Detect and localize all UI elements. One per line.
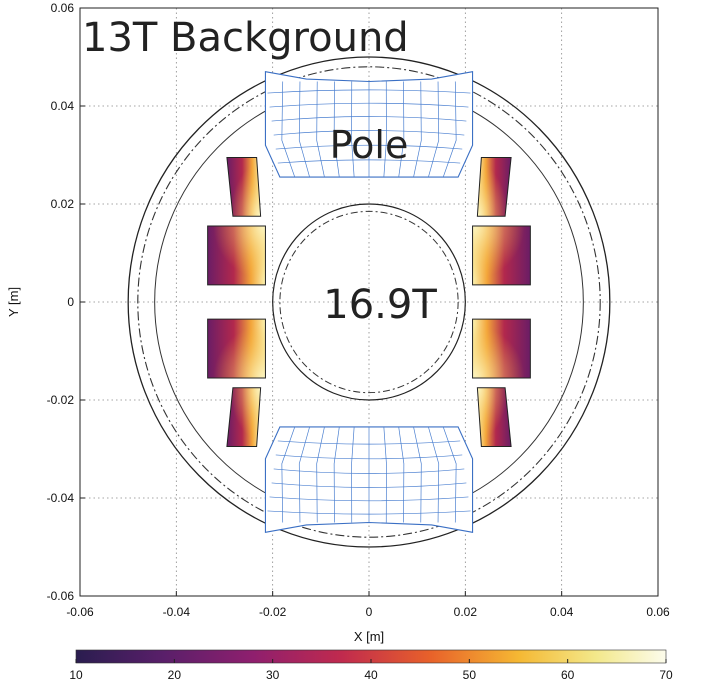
pole-mesh-line <box>277 440 461 445</box>
pole-mesh-line <box>277 159 461 164</box>
coil-hotspot <box>477 387 512 447</box>
pole-mesh-line <box>275 144 463 150</box>
center-field-label: 16.9T <box>323 282 437 328</box>
pole-mesh-line <box>413 426 422 523</box>
coil-lower-left-inner <box>207 318 266 379</box>
ring-r-0_0185 <box>279 210 459 394</box>
pole-mesh-line <box>398 81 405 178</box>
x-axis-ticks: -0.06 -0.04 -0.02 0 0.02 0.04 0.06 <box>66 591 670 619</box>
coil-outline <box>207 225 266 286</box>
x-tick-label: 0.06 <box>646 605 670 619</box>
pole-mesh-line <box>298 81 310 178</box>
colorbar-tick-label: 50 <box>463 668 477 682</box>
colorbar-tick-label: 60 <box>561 668 575 682</box>
pole-meshes <box>264 71 474 533</box>
coil-outline <box>472 225 531 286</box>
pole-mesh-line <box>298 426 310 523</box>
ring-r-0_05 <box>127 56 611 548</box>
coil-upper-right-inner <box>472 225 531 286</box>
chart-title: 13T Background <box>82 15 409 61</box>
pole-mesh-line <box>273 468 465 474</box>
coil-hotspot <box>207 226 266 285</box>
y-tick-label: 0.06 <box>51 1 75 15</box>
pole-mesh-line <box>383 81 387 178</box>
coil-hotspot <box>226 387 261 447</box>
pole-mesh-bottom <box>264 426 474 533</box>
pole-mesh-line <box>333 81 340 178</box>
pole-mesh-line <box>351 81 355 178</box>
x-tick-label: -0.02 <box>259 605 287 619</box>
pole-mesh-line <box>316 426 325 523</box>
coil-upper-right-outer <box>476 156 512 217</box>
y-tick-label: -0.02 <box>47 393 75 407</box>
pole-mesh-line <box>351 426 355 523</box>
coil-outline <box>476 387 512 448</box>
x-tick-label: -0.06 <box>66 605 94 619</box>
coil-upper-left-inner <box>207 225 266 286</box>
pole-mesh-line <box>271 482 467 488</box>
colorbar-tick-label: 30 <box>266 668 280 682</box>
pole-mesh-line <box>267 89 471 94</box>
pole-mesh-line <box>273 130 465 136</box>
pole-mesh-line <box>442 426 457 523</box>
pole-label: Pole <box>330 123 409 167</box>
coil-outline <box>476 156 512 217</box>
colorbar-tick-label: 70 <box>659 668 673 682</box>
pole-mesh-line <box>269 496 469 502</box>
x-tick-label: 0.02 <box>454 605 478 619</box>
coil-outline <box>226 156 262 217</box>
y-tick-label: -0.06 <box>47 589 75 603</box>
pole-mesh-line <box>275 454 463 460</box>
y-tick-label: 0.02 <box>51 197 75 211</box>
x-tick-label: 0 <box>366 605 373 619</box>
coil-hotspot <box>472 319 531 378</box>
x-axis-label: X [m] <box>354 629 384 644</box>
pole-mesh-line <box>269 102 469 108</box>
coil-outline <box>207 318 266 379</box>
coil-hotspot <box>226 157 261 217</box>
x-tick-label: -0.04 <box>163 605 191 619</box>
pole-mesh-line <box>428 426 440 523</box>
coil-lower-right-inner <box>472 318 531 379</box>
coil-lower-left-outer <box>226 387 262 448</box>
coil-hotspot <box>472 226 531 285</box>
pole-mesh-line <box>383 426 387 523</box>
y-tick-label: -0.04 <box>47 491 75 505</box>
y-axis-ticks: 0.06 0.04 0.02 0 -0.02 -0.04 -0.06 <box>47 1 85 603</box>
pole-mesh-line <box>316 81 325 178</box>
pole-mesh-line <box>333 426 340 523</box>
coil-outline <box>472 318 531 379</box>
coil-hotspot <box>477 157 512 217</box>
pole-mesh-line <box>398 426 405 523</box>
coil-upper-left-outer <box>226 156 262 217</box>
coil-outline <box>226 387 262 448</box>
pole-mesh-line <box>271 116 467 122</box>
coil-blocks <box>207 156 531 448</box>
ring-r-0_02 <box>272 203 466 401</box>
pole-mesh-top <box>264 71 474 178</box>
pole-mesh-line <box>413 81 422 178</box>
pole-mesh-line <box>281 426 296 523</box>
colorbar-ticks: 10 20 30 40 50 60 70 <box>69 659 673 682</box>
x-tick-label: 0.04 <box>550 605 574 619</box>
coil-lower-right-outer <box>476 387 512 448</box>
pole-mesh-line <box>428 81 440 178</box>
coil-hotspot <box>207 319 266 378</box>
ring-r-0_048 <box>137 66 601 538</box>
colorbar-tick-label: 10 <box>69 668 83 682</box>
pole-mesh-line <box>267 510 471 515</box>
pole-mesh-line <box>281 81 296 178</box>
colorbar-tick-label: 40 <box>364 668 378 682</box>
pole-mesh-line <box>442 81 457 178</box>
y-tick-label: 0.04 <box>51 99 75 113</box>
colorbar-tick-label: 20 <box>168 668 182 682</box>
y-axis-label: Y [m] <box>6 287 21 317</box>
y-tick-label: 0 <box>67 295 74 309</box>
